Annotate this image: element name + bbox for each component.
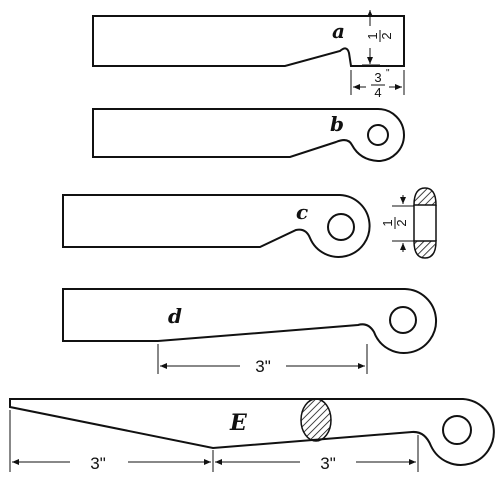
stage-b: b xyxy=(92,108,405,163)
stage-e-right-length-value: 3" xyxy=(320,454,336,473)
stage-a-width-denominator: 4 xyxy=(374,85,381,100)
stage-e-left-length-value: 3" xyxy=(90,454,106,473)
stage-c-label: c xyxy=(296,200,308,224)
stage-d: d 3" xyxy=(62,288,438,376)
stage-c-eye-hole xyxy=(327,213,355,241)
stage-a-outline xyxy=(92,15,405,67)
stage-d-length-value: 3" xyxy=(255,357,271,376)
stage-c-thickness-dimension: 1 2 xyxy=(380,195,414,252)
stage-b-eye-hole xyxy=(367,124,389,146)
stage-e-left-length-dimension: 3" xyxy=(9,410,214,473)
stage-a-height-numerator: 1 xyxy=(365,32,380,39)
stage-c-outline xyxy=(62,194,371,258)
stage-c-thickness-numerator: 1 xyxy=(380,219,395,226)
stage-e-eye-hole xyxy=(442,415,472,445)
stage-e-right-length-dimension: 3" xyxy=(215,435,419,473)
stage-d-eye-hole xyxy=(389,306,417,334)
stage-e: E 3" 3" xyxy=(9,398,495,473)
stage-e-cross-section xyxy=(300,398,332,442)
stage-a: a 1 2 3 " 4 xyxy=(92,10,405,100)
stage-a-height-denominator: 2 xyxy=(379,32,394,39)
stage-d-outline xyxy=(62,288,438,354)
stage-a-width-numerator: 3 xyxy=(374,70,381,85)
stage-c-thickness-denominator: 2 xyxy=(394,219,409,226)
stage-e-label: E xyxy=(229,410,248,436)
stage-b-label: b xyxy=(330,112,344,136)
stage-a-width-unit: " xyxy=(386,68,390,79)
stage-e-outline xyxy=(9,398,495,466)
stage-a-width-dimension: 3 " 4 xyxy=(350,68,405,100)
stage-b-outline xyxy=(92,108,405,163)
stage-a-height-dimension: 1 2 xyxy=(362,10,394,66)
stage-a-label: a xyxy=(332,19,345,43)
stage-c-cross-section xyxy=(413,187,437,259)
stage-c: c 1 2 xyxy=(62,187,437,259)
stage-d-length-dimension: 3" xyxy=(157,344,368,376)
stage-d-label: d xyxy=(168,304,182,328)
